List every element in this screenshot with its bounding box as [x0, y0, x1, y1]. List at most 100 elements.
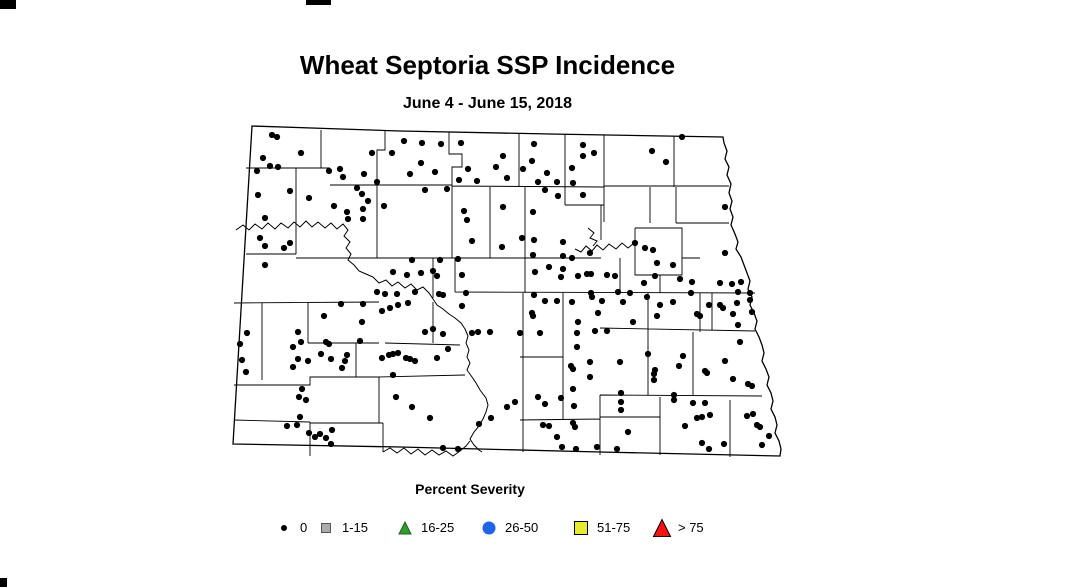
survey-point — [765, 432, 773, 440]
survey-point — [458, 302, 466, 310]
survey-point — [721, 249, 729, 257]
survey-point — [297, 149, 305, 157]
survey-point — [590, 149, 598, 157]
survey-point — [569, 365, 577, 373]
county-boundaries — [233, 130, 763, 457]
legend-label: 0 — [300, 519, 308, 535]
survey-point — [557, 394, 565, 402]
survey-point — [338, 364, 346, 372]
survey-point — [729, 375, 737, 383]
survey-point — [499, 152, 507, 160]
survey-point — [343, 208, 351, 216]
survey-point — [439, 330, 447, 338]
survey-point — [553, 433, 561, 441]
survey-point — [373, 178, 381, 186]
survey-point — [516, 329, 524, 337]
survey-point — [364, 197, 372, 205]
survey-point — [421, 186, 429, 194]
survey-point — [293, 421, 301, 429]
chart-title: Wheat Septoria SSP Incidence — [299, 50, 676, 80]
survey-point — [304, 357, 312, 365]
survey-point — [256, 234, 264, 242]
survey-point — [286, 239, 294, 247]
edge-artifact-top-middle — [306, 0, 331, 5]
survey-point — [530, 140, 538, 148]
survey-point — [669, 298, 677, 306]
survey-point — [587, 270, 595, 278]
survey-point — [511, 398, 519, 406]
survey-point — [696, 312, 704, 320]
survey-point — [573, 329, 581, 337]
survey-point — [534, 178, 542, 186]
survey-point — [297, 338, 305, 346]
survey-point — [728, 280, 736, 288]
survey-point — [650, 376, 658, 384]
survey-point — [389, 268, 397, 276]
survey-point — [380, 202, 388, 210]
survey-point — [719, 304, 727, 312]
survey-point — [417, 159, 425, 167]
survey-point — [572, 445, 580, 453]
survey-point — [574, 272, 582, 280]
survey-point — [426, 414, 434, 422]
survey-point — [679, 352, 687, 360]
survey-point — [653, 312, 661, 320]
survey-point — [617, 406, 625, 414]
edge-artifact-top-left — [0, 0, 16, 9]
survey-point — [454, 255, 462, 263]
survey-point — [675, 362, 683, 370]
survey-point — [378, 307, 386, 315]
survey-point — [541, 186, 549, 194]
survey-point — [325, 340, 333, 348]
survey-point — [408, 403, 416, 411]
survey-point — [541, 400, 549, 408]
survey-point — [570, 402, 578, 410]
survey-point — [676, 275, 684, 283]
survey-point — [541, 297, 549, 305]
survey-point — [650, 370, 658, 378]
survey-point — [411, 288, 419, 296]
survey-point — [591, 327, 599, 335]
survey-point — [598, 297, 606, 305]
survey-point — [720, 440, 728, 448]
survey-point — [554, 192, 562, 200]
survey-point — [417, 269, 425, 277]
survey-point — [705, 445, 713, 453]
survey-point — [574, 318, 582, 326]
survey-point — [343, 351, 351, 359]
survey-point — [328, 426, 336, 434]
survey-point — [389, 350, 397, 358]
survey-point — [559, 265, 567, 273]
survey-point — [568, 164, 576, 172]
survey-point — [339, 173, 347, 181]
survey-point — [388, 149, 396, 157]
survey-point — [534, 393, 542, 401]
survey-point — [498, 243, 506, 251]
survey-point — [406, 170, 414, 178]
survey-point — [408, 256, 416, 264]
survey-point — [693, 414, 701, 422]
survey-point — [273, 133, 281, 141]
survey-point — [330, 202, 338, 210]
survey-point — [289, 343, 297, 351]
survey-point — [280, 244, 288, 252]
survey-point — [530, 291, 538, 299]
survey-point — [336, 165, 344, 173]
survey-point — [749, 410, 757, 418]
survey-point — [305, 429, 313, 437]
survey-point — [360, 170, 368, 178]
survey-point — [295, 393, 303, 401]
survey-point — [648, 147, 656, 155]
legend-item-1-15: 1-15 — [316, 514, 368, 540]
survey-point — [418, 139, 426, 147]
survey-point — [734, 288, 742, 296]
survey-point — [492, 163, 500, 171]
survey-point — [529, 251, 537, 259]
survey-point — [261, 261, 269, 269]
survey-point — [536, 329, 544, 337]
survey-point — [678, 133, 686, 141]
survey-point — [624, 428, 632, 436]
survey-point — [617, 398, 625, 406]
